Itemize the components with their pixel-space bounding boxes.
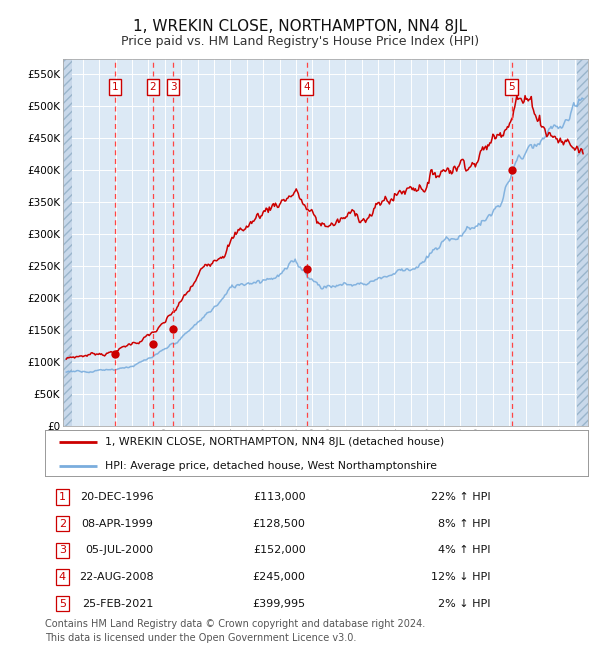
Text: 1: 1 — [59, 492, 66, 502]
Text: 05-JUL-2000: 05-JUL-2000 — [85, 545, 154, 555]
Text: HPI: Average price, detached house, West Northamptonshire: HPI: Average price, detached house, West… — [105, 461, 437, 471]
Text: Contains HM Land Registry data © Crown copyright and database right 2024.
This d: Contains HM Land Registry data © Crown c… — [45, 619, 425, 643]
Text: 5: 5 — [59, 599, 66, 608]
Text: 1, WREKIN CLOSE, NORTHAMPTON, NN4 8JL (detached house): 1, WREKIN CLOSE, NORTHAMPTON, NN4 8JL (d… — [105, 437, 444, 447]
Text: £152,000: £152,000 — [253, 545, 305, 555]
Text: 25-FEB-2021: 25-FEB-2021 — [82, 599, 154, 608]
Text: 22-AUG-2008: 22-AUG-2008 — [79, 572, 154, 582]
Text: £113,000: £113,000 — [253, 492, 305, 502]
Text: 12% ↓ HPI: 12% ↓ HPI — [431, 572, 490, 582]
Text: 4: 4 — [59, 572, 66, 582]
Bar — [63, 58, 72, 426]
Text: 3: 3 — [170, 83, 176, 92]
Text: 08-APR-1999: 08-APR-1999 — [82, 519, 154, 528]
Text: 3: 3 — [59, 545, 66, 555]
Text: £245,000: £245,000 — [253, 572, 305, 582]
Text: 2: 2 — [149, 83, 156, 92]
Text: 4% ↑ HPI: 4% ↑ HPI — [438, 545, 490, 555]
Text: 4: 4 — [304, 83, 310, 92]
Text: £128,500: £128,500 — [253, 519, 305, 528]
Text: 2: 2 — [59, 519, 66, 528]
Text: 22% ↑ HPI: 22% ↑ HPI — [431, 492, 490, 502]
Text: 20-DEC-1996: 20-DEC-1996 — [80, 492, 154, 502]
Text: 5: 5 — [508, 83, 515, 92]
Text: 1: 1 — [112, 83, 118, 92]
Text: 1, WREKIN CLOSE, NORTHAMPTON, NN4 8JL: 1, WREKIN CLOSE, NORTHAMPTON, NN4 8JL — [133, 18, 467, 34]
Bar — [577, 58, 588, 426]
Text: £399,995: £399,995 — [253, 599, 305, 608]
Text: 8% ↑ HPI: 8% ↑ HPI — [438, 519, 490, 528]
Text: 2% ↓ HPI: 2% ↓ HPI — [438, 599, 490, 608]
Text: Price paid vs. HM Land Registry's House Price Index (HPI): Price paid vs. HM Land Registry's House … — [121, 35, 479, 48]
